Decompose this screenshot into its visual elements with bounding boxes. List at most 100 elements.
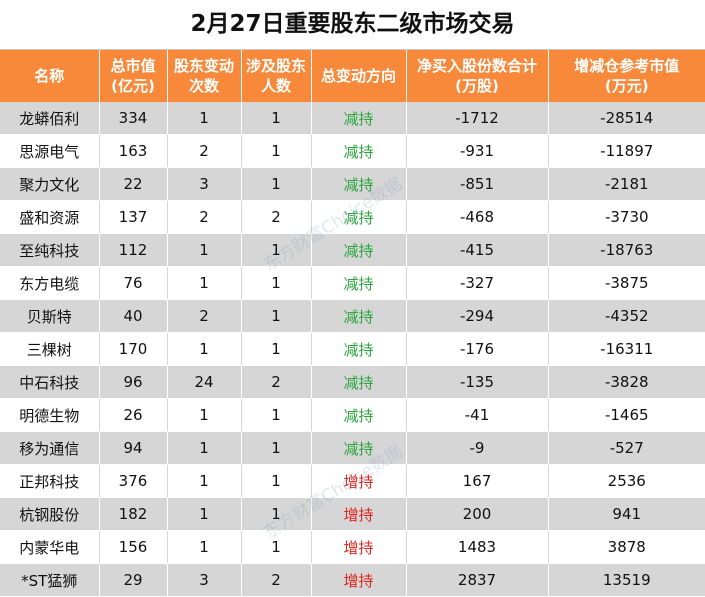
table-row: 三棵树 170 1 1 减持 -176 -16311 (0, 332, 705, 366)
ref-value-cell: -18763 (548, 233, 705, 267)
change-count-cell: 2 (167, 134, 242, 168)
direction-cell: 减持 (311, 398, 407, 432)
ref-value-cell: -3875 (548, 266, 705, 300)
stock-name-cell: 思源电气 (0, 134, 100, 168)
stock-name-cell: 明德生物 (0, 398, 100, 432)
ref-value-cell: -1465 (548, 398, 705, 432)
change-count-cell: 2 (167, 299, 242, 333)
market-cap-cell: 137 (99, 200, 168, 234)
market-cap-cell: 170 (99, 332, 168, 366)
table-row: 内蒙华电 156 1 1 增持 1483 3878 (0, 530, 705, 564)
net-shares-cell: -931 (406, 134, 549, 168)
market-cap-cell: 29 (99, 563, 168, 597)
net-shares-cell: -9 (406, 431, 549, 465)
market-cap-cell: 334 (99, 102, 168, 135)
net-shares-cell: -294 (406, 299, 549, 333)
holder-count-cell: 1 (241, 497, 312, 531)
change-count-cell: 1 (167, 530, 242, 564)
stock-name-cell: *ST猛狮 (0, 563, 100, 597)
change-count-cell: 1 (167, 398, 242, 432)
stock-name-cell: 聚力文化 (0, 167, 100, 201)
market-cap-cell: 76 (99, 266, 168, 300)
holder-count-cell: 2 (241, 365, 312, 399)
net-shares-cell: -1712 (406, 102, 549, 135)
table-row: 聚力文化 22 3 1 减持 -851 -2181 (0, 167, 705, 201)
holder-count-cell: 1 (241, 167, 312, 201)
direction-cell: 减持 (311, 200, 407, 234)
net-shares-cell: -327 (406, 266, 549, 300)
market-cap-cell: 163 (99, 134, 168, 168)
stock-name-cell: 三棵树 (0, 332, 100, 366)
market-cap-cell: 22 (99, 167, 168, 201)
stock-name-cell: 至纯科技 (0, 233, 100, 267)
market-cap-cell: 182 (99, 497, 168, 531)
net-shares-cell: 1483 (406, 530, 549, 564)
table-row: 正邦科技 376 1 1 增持 167 2536 (0, 464, 705, 498)
holder-count-cell: 1 (241, 530, 312, 564)
direction-cell: 增持 (311, 530, 407, 564)
table-row: 东方电缆 76 1 1 减持 -327 -3875 (0, 266, 705, 300)
stock-name-cell: 盛和资源 (0, 200, 100, 234)
direction-cell: 减持 (311, 134, 407, 168)
shareholder-trades-table: 名称 总市值 (亿元) 股东变动 次数 涉及股东 人数 总变动方向 净买入股份数合计 (万股) 增减… (0, 50, 705, 597)
holder-count-cell: 1 (241, 299, 312, 333)
stock-name-cell: 东方电缆 (0, 266, 100, 300)
holder-count-cell: 1 (241, 134, 312, 168)
net-shares-cell: 167 (406, 464, 549, 498)
change-count-cell: 1 (167, 233, 242, 267)
change-count-cell: 1 (167, 497, 242, 531)
ref-value-cell: -4352 (548, 299, 705, 333)
stock-name-cell: 贝斯特 (0, 299, 100, 333)
col-market-cap-header: 总市值 (亿元) (99, 50, 168, 102)
direction-cell: 减持 (311, 266, 407, 300)
table-row: 明德生物 26 1 1 减持 -41 -1465 (0, 398, 705, 432)
net-shares-cell: 200 (406, 497, 549, 531)
table-row: 中石科技 96 24 2 减持 -135 -3828 (0, 365, 705, 399)
direction-cell: 减持 (311, 365, 407, 399)
net-shares-cell: -468 (406, 200, 549, 234)
market-cap-cell: 156 (99, 530, 168, 564)
page-title: 2月27日重要股东二级市场交易 (0, 0, 705, 50)
direction-cell: 增持 (311, 563, 407, 597)
change-count-cell: 24 (167, 365, 242, 399)
holder-count-cell: 1 (241, 102, 312, 135)
col-net-shares-header: 净买入股份数合计 (万股) (406, 50, 549, 102)
net-shares-cell: -41 (406, 398, 549, 432)
table-header: 名称 总市值 (亿元) 股东变动 次数 涉及股东 人数 总变动方向 净买入股份数合计 (万股) 增减… (0, 50, 705, 102)
market-cap-cell: 40 (99, 299, 168, 333)
direction-cell: 增持 (311, 497, 407, 531)
holder-count-cell: 1 (241, 332, 312, 366)
table-row: 至纯科技 112 1 1 减持 -415 -18763 (0, 233, 705, 267)
direction-cell: 减持 (311, 431, 407, 465)
header-row: 名称 总市值 (亿元) 股东变动 次数 涉及股东 人数 总变动方向 净买入股份数合计 (万股) 增减… (0, 50, 705, 102)
net-shares-cell: 2837 (406, 563, 549, 597)
change-count-cell: 3 (167, 167, 242, 201)
market-cap-cell: 26 (99, 398, 168, 432)
direction-cell: 减持 (311, 233, 407, 267)
change-count-cell: 1 (167, 464, 242, 498)
ref-value-cell: -16311 (548, 332, 705, 366)
ref-value-cell: 941 (548, 497, 705, 531)
change-count-cell: 3 (167, 563, 242, 597)
col-holder-count-header: 涉及股东 人数 (241, 50, 312, 102)
change-count-cell: 1 (167, 102, 242, 135)
direction-cell: 减持 (311, 299, 407, 333)
ref-value-cell: 2536 (548, 464, 705, 498)
change-count-cell: 1 (167, 332, 242, 366)
table-body: 龙蟒佰利 334 1 1 减持 -1712 -28514 思源电气 163 2 1 减持 -931 -11… (0, 102, 705, 597)
col-change-count-header: 股东变动 次数 (167, 50, 242, 102)
holder-count-cell: 1 (241, 464, 312, 498)
ref-value-cell: -28514 (548, 102, 705, 135)
change-count-cell: 1 (167, 266, 242, 300)
ref-value-cell: -3828 (548, 365, 705, 399)
market-cap-cell: 94 (99, 431, 168, 465)
ref-value-cell: -11897 (548, 134, 705, 168)
holder-count-cell: 1 (241, 431, 312, 465)
holder-count-cell: 2 (241, 563, 312, 597)
table-row: 盛和资源 137 2 2 减持 -468 -3730 (0, 200, 705, 234)
net-shares-cell: -415 (406, 233, 549, 267)
net-shares-cell: -851 (406, 167, 549, 201)
stock-name-cell: 正邦科技 (0, 464, 100, 498)
col-ref-value-header: 增减仓参考市值 (万元) (548, 50, 705, 102)
